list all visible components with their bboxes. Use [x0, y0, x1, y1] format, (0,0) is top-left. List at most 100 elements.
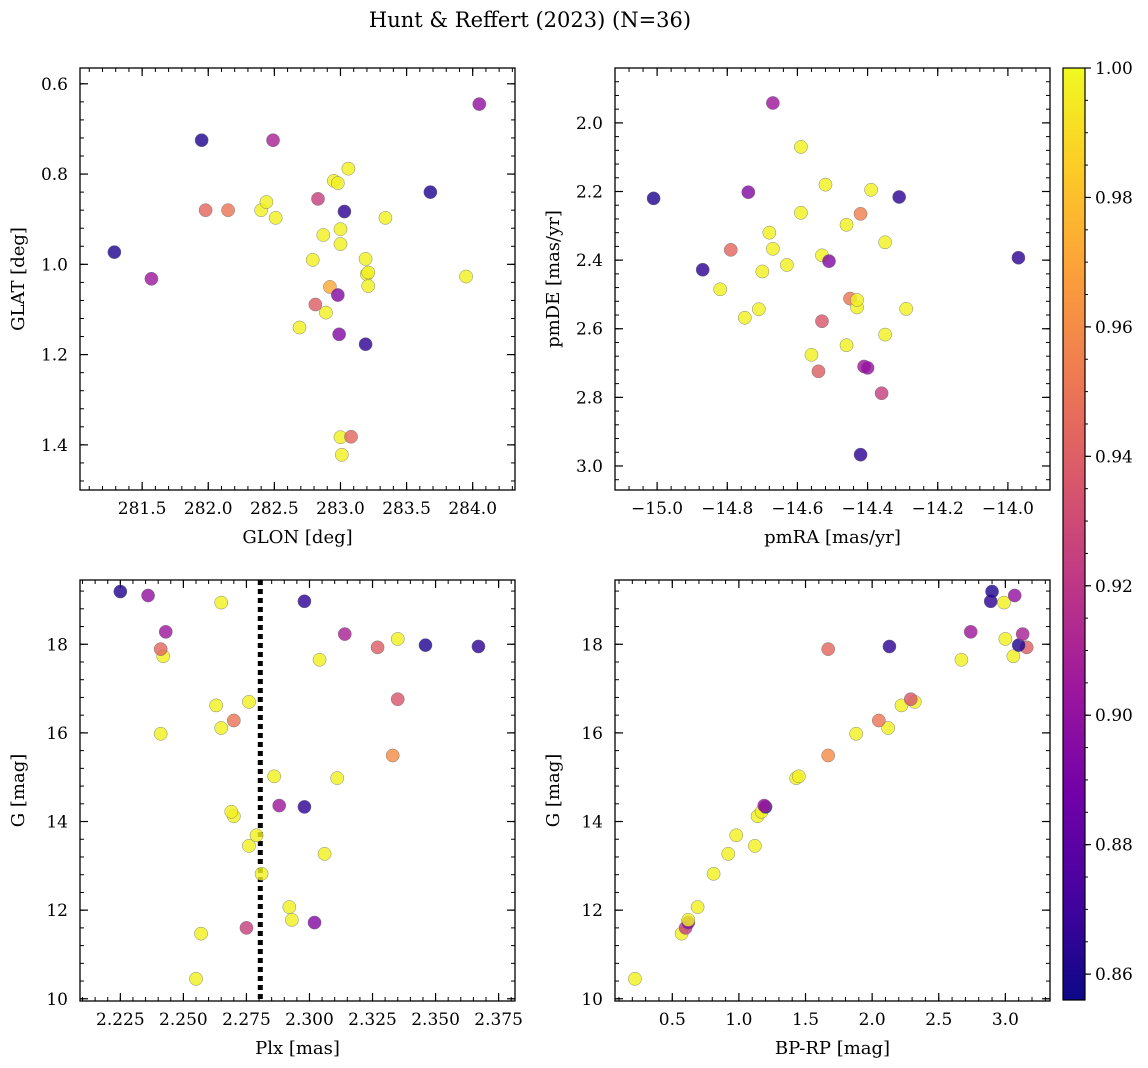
scatter-point — [811, 364, 826, 379]
y-tick-label: 1.0 — [41, 255, 68, 275]
x-tick-label: 2.0 — [859, 1010, 886, 1030]
pm-axes-frame — [614, 67, 1051, 491]
scatter-point — [628, 971, 642, 986]
scatter-point — [224, 804, 239, 819]
scatter-point — [267, 769, 282, 784]
scatter-point — [266, 133, 280, 148]
colorbar-tick-label: 0.94 — [1095, 447, 1133, 467]
x-tick-label: 1.5 — [792, 1010, 819, 1030]
x-tick-label: 282.5 — [250, 499, 299, 519]
scatter-point — [871, 713, 886, 728]
scatter-point — [723, 242, 738, 257]
scatter-point — [706, 866, 721, 881]
scatter-point — [268, 210, 283, 225]
scatter-point — [839, 338, 854, 353]
cmd-points — [628, 584, 1034, 986]
scatter-point — [330, 176, 345, 190]
y-tick-label: 16 — [46, 724, 68, 744]
x-tick-label: −14.6 — [771, 499, 823, 519]
scatter-point — [690, 900, 705, 914]
scatter-point — [741, 185, 756, 200]
y-tick-label: 2.2 — [576, 183, 603, 203]
y-tick-label: 2.0 — [576, 114, 603, 134]
scatter-point — [292, 320, 307, 335]
colorbar-tick-label: 1.00 — [1095, 59, 1133, 79]
colorbar-gradient — [1062, 67, 1086, 1001]
x-axis-label: Plx [mas] — [255, 1038, 340, 1059]
y-tick-label: 12 — [46, 901, 68, 921]
y-tick-label: 1.2 — [41, 346, 68, 366]
scatter-point — [681, 913, 696, 927]
scatter-point — [954, 652, 969, 667]
scatter-point — [646, 191, 661, 206]
y-tick-label: 2.4 — [576, 251, 603, 271]
y-axis-label: G [mag] — [8, 754, 29, 827]
scatter-point — [259, 195, 274, 209]
scatter-point — [307, 915, 322, 930]
scatter-point — [344, 429, 358, 444]
scatter-point — [963, 624, 978, 639]
scatter-point — [337, 627, 352, 641]
x-tick-label: 2.250 — [159, 1010, 208, 1030]
y-tick-label: 0.6 — [41, 75, 68, 95]
scatter-point — [194, 926, 208, 941]
cmd-axes-frame — [614, 579, 1051, 1002]
plx-points — [113, 584, 486, 986]
scatter-point — [881, 721, 895, 735]
scatter-point — [242, 839, 256, 853]
scatter-point — [1006, 649, 1021, 664]
scatter-point — [794, 140, 808, 154]
x-axis-label: BP-RP [mag] — [775, 1038, 890, 1059]
x-tick-label: −14.8 — [701, 499, 753, 519]
panel-parallax-magnitude: 2.225 2.250 2.275 2.300 2.325 2.350 2.375 10 12 1… — [8, 579, 523, 1059]
plx-minor-ticks — [80, 580, 515, 1001]
y-axis-label: GLAT [deg] — [8, 227, 29, 331]
scatter-point — [839, 217, 854, 232]
scatter-point — [370, 640, 385, 655]
scatter-point — [748, 839, 762, 853]
scatter-point — [284, 913, 299, 927]
x-tick-label: 2.300 — [285, 1010, 334, 1030]
scatter-point — [755, 264, 770, 279]
y-tick-label: 16 — [581, 724, 603, 744]
scatter-point — [804, 347, 819, 362]
y-tick-label: 2.6 — [576, 320, 603, 340]
y-axis-label: G [mag] — [543, 754, 564, 827]
scatter-point — [282, 900, 297, 914]
scatter-point — [1007, 588, 1022, 603]
y-tick-label: 0.8 — [41, 165, 68, 185]
y-axis-label: pmDE [mas/yr] — [543, 210, 564, 348]
pm-points — [646, 96, 1026, 462]
scatter-point — [319, 305, 333, 320]
scatter-point — [141, 588, 155, 603]
scatter-point — [153, 642, 168, 656]
scatter-point — [985, 584, 999, 599]
scatter-point — [874, 386, 889, 401]
scatter-point — [713, 282, 728, 297]
x-tick-label: 2.225 — [96, 1010, 145, 1030]
scatter-point — [737, 310, 752, 325]
x-tick-label: −14.4 — [842, 499, 894, 519]
scatter-point — [853, 206, 868, 221]
x-tick-label: 2.275 — [222, 1010, 271, 1030]
plx-axes-frame — [79, 579, 516, 1002]
scatter-point — [762, 225, 777, 240]
colorbar-tick-label: 0.88 — [1095, 836, 1133, 856]
x-axis-label: GLON [deg] — [242, 527, 352, 548]
scatter-point — [214, 595, 229, 610]
scatter-point — [158, 624, 173, 639]
x-tick-label: 3.0 — [992, 1010, 1019, 1030]
x-tick-label: −14.0 — [982, 499, 1034, 519]
colorbar-tick-label: 0.96 — [1095, 318, 1133, 338]
scatter-point — [358, 337, 373, 352]
scatter-point — [423, 185, 438, 199]
scatter-point — [882, 639, 897, 654]
scatter-point — [107, 245, 122, 259]
x-tick-label: −14.2 — [912, 499, 964, 519]
scatter-point — [332, 327, 346, 342]
y-tick-label: 18 — [46, 635, 68, 655]
scatter-point — [766, 241, 780, 256]
scatter-point — [312, 652, 327, 667]
x-tick-label: 284.0 — [448, 499, 497, 519]
